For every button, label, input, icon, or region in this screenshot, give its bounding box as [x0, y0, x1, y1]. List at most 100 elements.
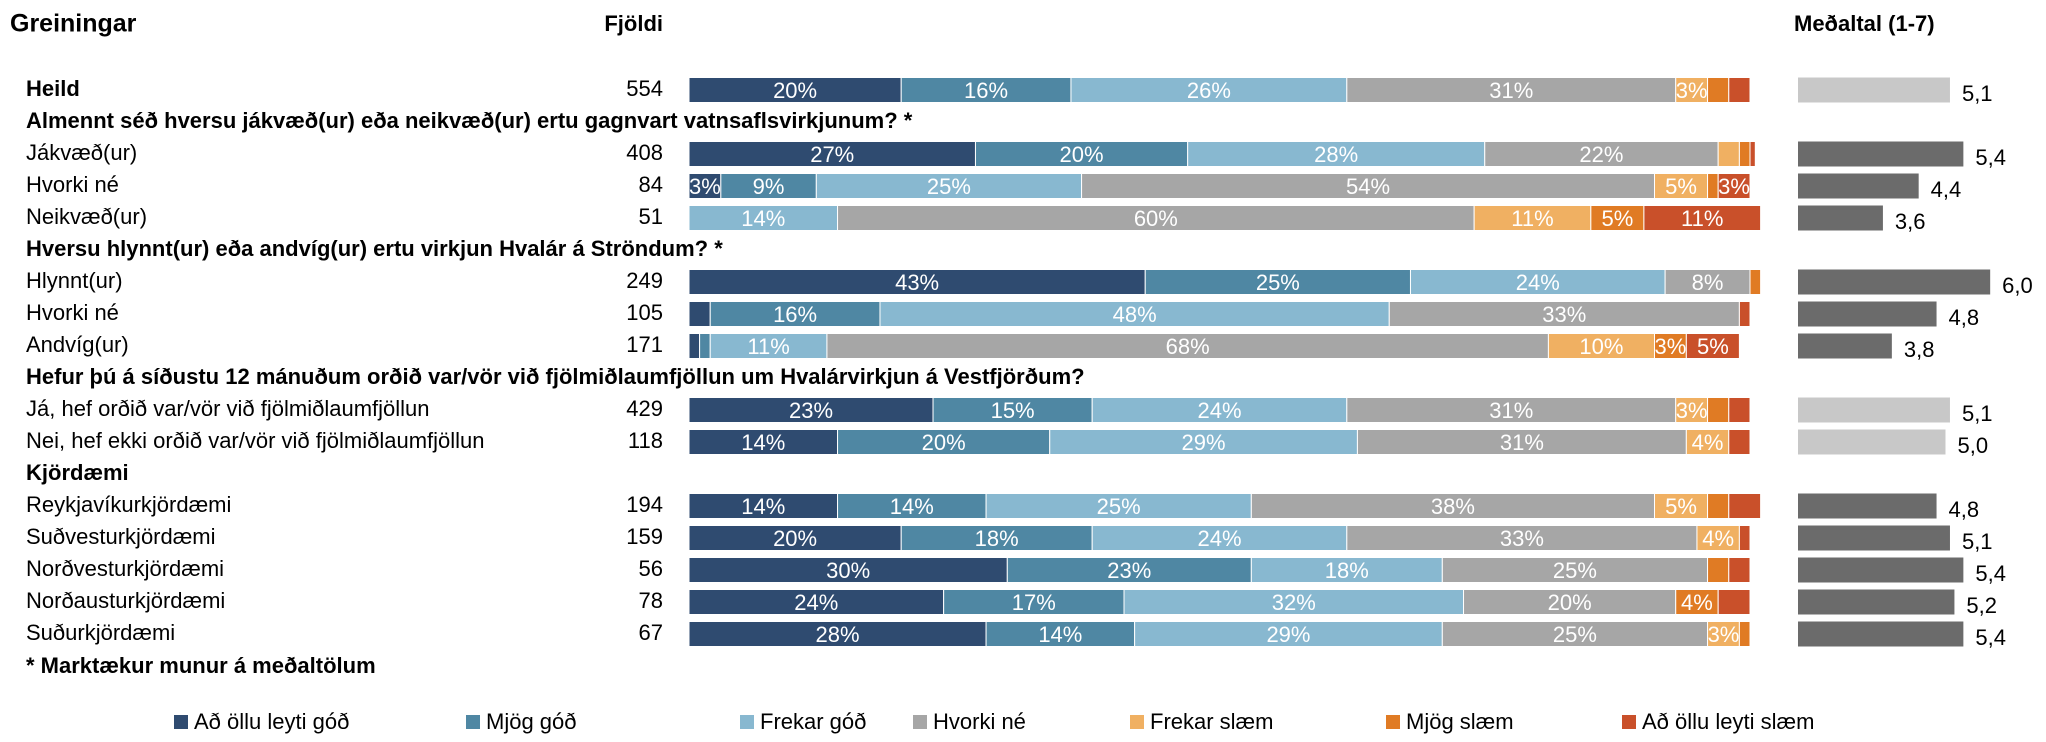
segment-label: 33% — [1542, 302, 1586, 327]
mean-label: 4,4 — [1931, 177, 1962, 202]
row-label: Neikvæð(ur) — [26, 204, 147, 229]
bar-segment — [688, 621, 987, 647]
bar-segment — [1441, 557, 1709, 583]
count-label: 554 — [626, 76, 663, 101]
row-label: Norðausturkjördæmi — [26, 588, 225, 613]
segment-label: 29% — [1182, 430, 1226, 455]
bar-segment — [826, 333, 1549, 359]
mean-label: 5,0 — [1957, 433, 1988, 458]
bar-segment — [1654, 493, 1709, 519]
segment-label: 11% — [747, 334, 789, 359]
mean-bar — [1798, 397, 1950, 423]
bar-segment — [1728, 557, 1751, 583]
count-label: 51 — [639, 204, 663, 229]
row-label: Hversu hlynnt(ur) eða andvíg(ur) ertu vi… — [26, 236, 723, 261]
bar-segment — [1707, 493, 1730, 519]
bar-segment — [1738, 141, 1751, 167]
bar-segment — [1144, 269, 1411, 295]
row-label: Hvorki né — [26, 172, 119, 197]
legend-label: Frekar slæm — [1150, 709, 1273, 734]
bar-segment — [1728, 77, 1751, 103]
count-label: 118 — [628, 428, 663, 453]
mean-bar — [1798, 557, 1964, 583]
segment-label: 22% — [1579, 142, 1623, 167]
segment-label: 20% — [1548, 590, 1592, 615]
segment-label: 33% — [1500, 526, 1544, 551]
legend-swatch — [1130, 715, 1144, 729]
row-label: Norðvesturkjördæmi — [26, 556, 224, 581]
count-label: 105 — [626, 300, 663, 325]
row-label: Reykjavíkurkjördæmi — [26, 492, 231, 517]
bar-segment — [1749, 269, 1762, 295]
segment-label: 24% — [1516, 270, 1560, 295]
segment-label: 4% — [1692, 430, 1724, 455]
mean-label: 5,1 — [1962, 81, 1993, 106]
count-label: 84 — [639, 172, 663, 197]
segment-label: 24% — [794, 590, 838, 615]
segment-label: 25% — [1256, 270, 1300, 295]
segment-label: 25% — [1553, 622, 1597, 647]
bar-segment — [815, 173, 1083, 199]
bar-segment — [1749, 141, 1756, 167]
bar-segment — [1388, 301, 1740, 327]
chart-title: Greiningar — [10, 10, 137, 38]
segment-label: 5% — [1665, 174, 1697, 199]
segment-label: 31% — [1500, 430, 1544, 455]
legend-swatch — [1386, 715, 1400, 729]
bar-segment — [688, 141, 976, 167]
legend-label: Mjög slæm — [1406, 709, 1514, 734]
segment-label: 3% — [1676, 398, 1708, 423]
bar-segment — [1643, 205, 1762, 231]
bar-segment — [1091, 525, 1348, 551]
bar-segment — [1738, 301, 1751, 327]
bar-segment — [1006, 557, 1252, 583]
segment-label: 5% — [1601, 206, 1633, 231]
bar-segment — [1091, 397, 1348, 423]
legend-label: Mjög góð — [486, 709, 577, 734]
count-label: 67 — [639, 620, 663, 645]
bar-segment — [1356, 429, 1687, 455]
segment-label: 43% — [895, 270, 939, 295]
bar-segment — [1654, 173, 1709, 199]
segment-label: 14% — [741, 430, 785, 455]
row-label: Hvorki né — [26, 300, 119, 325]
row-label: Hlynnt(ur) — [26, 268, 123, 293]
segment-label: 18% — [975, 526, 1019, 551]
bar-segment — [1707, 173, 1719, 199]
mean-label: 5,1 — [1962, 401, 1993, 426]
segment-label: 11% — [1681, 206, 1723, 231]
bar-segment — [688, 525, 902, 551]
mean-bar — [1798, 301, 1937, 327]
row-label: Jákvæð(ur) — [26, 140, 137, 165]
segment-label: 28% — [816, 622, 860, 647]
bar-segment — [688, 301, 711, 327]
segment-label: 5% — [1665, 494, 1697, 519]
segment-label: 24% — [1197, 526, 1241, 551]
segment-label: 3% — [1708, 622, 1740, 647]
bar-segment — [1717, 173, 1751, 199]
bar-segment — [985, 493, 1252, 519]
count-label: 194 — [626, 492, 663, 517]
legend-label: Hvorki né — [933, 709, 1026, 734]
segment-label: 9% — [753, 174, 785, 199]
count-label: 408 — [626, 140, 663, 165]
mean-bar — [1798, 173, 1919, 199]
count-label: 159 — [626, 524, 663, 549]
segment-label: 27% — [810, 142, 854, 167]
bar-segment — [1654, 333, 1687, 359]
bar-segment — [688, 429, 839, 455]
bar-segment — [1463, 589, 1677, 615]
segment-label: 5% — [1697, 334, 1729, 359]
footnote: * Marktækur munur á meðaltölum — [26, 653, 376, 678]
bar-segment — [1250, 493, 1656, 519]
segment-label: 31% — [1489, 78, 1533, 103]
row-label: Já, hef orðið var/vör við fjölmiðlaumfjö… — [26, 396, 430, 421]
mean-label: 3,8 — [1904, 337, 1935, 362]
bar-segment — [900, 77, 1072, 103]
bar-segment — [688, 205, 839, 231]
bar-segment — [688, 269, 1146, 295]
mean-bar — [1798, 333, 1892, 359]
bar-segment — [688, 173, 722, 199]
segment-label: 25% — [1097, 494, 1141, 519]
